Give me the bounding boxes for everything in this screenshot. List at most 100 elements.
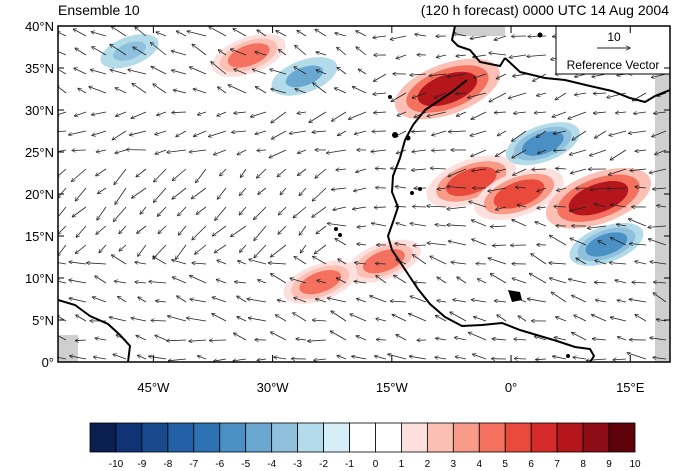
wind-vector [453, 300, 467, 303]
wind-vector [356, 47, 367, 56]
wind-vector [327, 298, 347, 303]
wind-vector [135, 262, 147, 264]
colorbar-swatch [608, 422, 636, 453]
wind-vector [471, 111, 487, 119]
colorbar-swatch [89, 422, 117, 453]
wind-vector [536, 130, 547, 137]
anomaly-blob [585, 232, 628, 257]
wind-vector [271, 89, 287, 94]
wind-vector [470, 35, 487, 39]
x-tick-label: 0° [505, 380, 517, 395]
colorbar-swatch [452, 422, 480, 453]
wind-vector [391, 92, 407, 102]
wind-vector [58, 187, 67, 198]
y-tick-label: 20°N [25, 187, 54, 202]
wind-vector [374, 112, 387, 113]
wind-vector [527, 299, 547, 303]
reference-caption: Reference Vector [567, 58, 660, 72]
colorbar-label: -1 [345, 459, 354, 470]
wind-vector [457, 277, 467, 284]
wind-vector [517, 205, 527, 207]
wind-vector [515, 187, 527, 188]
wind-vector [58, 281, 67, 283]
wind-vector [315, 168, 327, 178]
wind-vector [250, 111, 267, 117]
wind-vector [252, 69, 267, 75]
wind-vector [111, 26, 127, 37]
colorbar-swatch [141, 422, 169, 453]
wind-vector [136, 335, 147, 341]
wind-vector [151, 320, 167, 321]
wind-vector [309, 111, 327, 123]
wind-vector [217, 260, 227, 265]
wind-vector [195, 244, 207, 254]
wind-vector [278, 49, 287, 56]
wind-vector [115, 187, 127, 204]
wind-vector [197, 111, 207, 115]
wind-vector [336, 169, 347, 170]
wind-vector [214, 149, 227, 155]
reference-magnitude: 10 [607, 30, 621, 44]
wind-vector [157, 206, 167, 216]
wind-vector [508, 92, 527, 98]
wind-vector [635, 150, 647, 151]
wind-vector [592, 339, 607, 340]
wind-vector [430, 256, 447, 265]
wind-vector [298, 168, 307, 176]
wind-vector [295, 89, 307, 94]
wind-vector [412, 150, 427, 152]
wind-vector [392, 314, 407, 322]
wind-vector [58, 262, 67, 264]
wind-vector [569, 206, 587, 211]
wind-vector [75, 187, 87, 201]
island [410, 191, 414, 195]
wind-vector [58, 335, 67, 341]
wind-vector [413, 255, 427, 265]
wind-vector [254, 244, 267, 258]
wind-vector [586, 359, 607, 361]
wind-vector [234, 112, 247, 113]
wind-vector [75, 340, 87, 341]
wind-vector [469, 201, 487, 208]
wind-vector [471, 149, 487, 157]
wind-vector [216, 279, 227, 284]
wind-vector [437, 277, 447, 284]
wind-vector [233, 359, 247, 361]
wind-vector [395, 186, 407, 188]
island [338, 233, 342, 237]
wind-vector [629, 299, 647, 303]
wind-vector [607, 188, 627, 189]
island [405, 135, 411, 141]
wind-vector [278, 225, 287, 234]
wind-vector [415, 34, 427, 36]
wind-vector [215, 206, 227, 220]
anomaly-blob [285, 65, 324, 88]
wind-vector [116, 111, 127, 116]
wind-vector [189, 149, 207, 152]
wind-vector [237, 296, 247, 303]
wind-vector [240, 168, 247, 178]
colorbar-swatch [426, 422, 454, 453]
colorbar-label: 6 [528, 459, 534, 470]
wind-vector [472, 169, 487, 171]
wind-vector [397, 111, 407, 116]
wind-vector [274, 357, 287, 359]
wind-vector [312, 131, 327, 132]
wind-vector [72, 150, 87, 151]
wind-vector [496, 168, 507, 172]
wind-vector [513, 73, 527, 76]
colorbar-label: -7 [189, 459, 198, 470]
wind-vector [512, 130, 527, 141]
wind-vector [129, 130, 147, 135]
wind-vector [333, 206, 347, 210]
wind-vector [427, 243, 447, 246]
wind-vector [151, 43, 167, 56]
wind-vector [313, 256, 327, 265]
wind-vector [140, 206, 147, 214]
wind-vector [356, 168, 367, 172]
missing-data-top [455, 26, 505, 36]
wind-vector [172, 168, 187, 181]
wind-vector [356, 31, 367, 37]
wind-vector [512, 149, 527, 158]
wind-vector [192, 225, 207, 240]
